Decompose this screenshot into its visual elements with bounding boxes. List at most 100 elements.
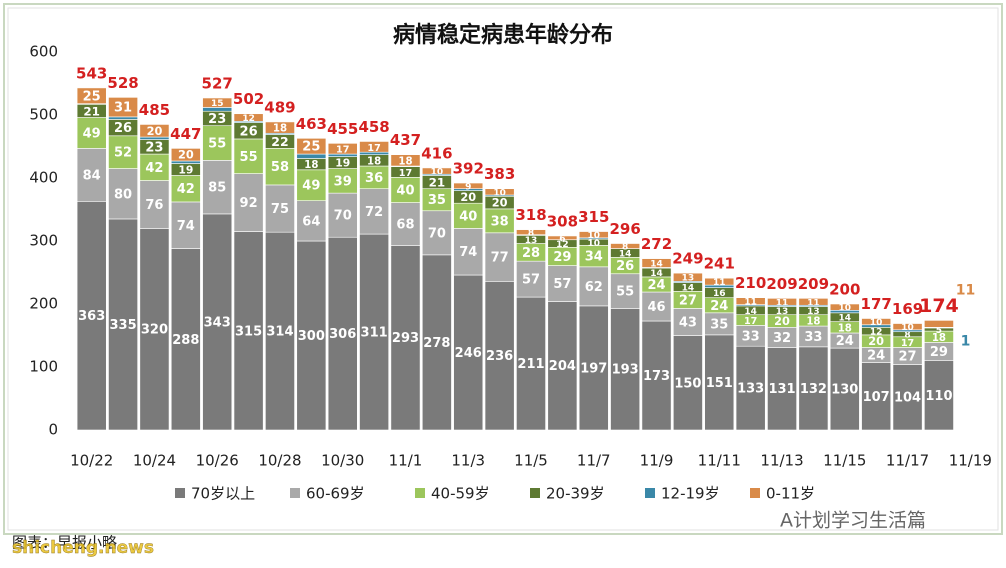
data-label: 150 bbox=[674, 376, 701, 391]
bar-segment bbox=[516, 296, 546, 431]
total-label: 296 bbox=[609, 220, 640, 238]
total-label: 249 bbox=[672, 250, 703, 268]
data-label: 11 bbox=[713, 278, 726, 288]
data-label: 55 bbox=[208, 137, 226, 152]
total-label: 209 bbox=[798, 275, 829, 293]
bar-segment bbox=[453, 274, 484, 431]
data-label: 13 bbox=[807, 307, 820, 317]
data-label: 10 bbox=[839, 304, 852, 314]
total-label: 458 bbox=[358, 118, 389, 136]
x-tick-label: 11/15 bbox=[823, 452, 866, 470]
legend-swatch bbox=[175, 488, 185, 498]
watermark: shicheng.news bbox=[12, 538, 154, 558]
data-label: 21 bbox=[429, 176, 446, 190]
data-label: 343 bbox=[204, 315, 231, 330]
data-label: 77 bbox=[491, 251, 509, 266]
x-tick-label: 10/28 bbox=[258, 452, 301, 470]
data-label: 5 bbox=[936, 326, 942, 336]
bar-segment bbox=[76, 117, 107, 149]
data-label: 23 bbox=[208, 112, 226, 127]
bar-segment bbox=[233, 138, 264, 174]
data-label: 18 bbox=[273, 124, 287, 135]
data-label: 320 bbox=[141, 323, 168, 338]
data-label: 85 bbox=[208, 181, 226, 196]
data-label: 74 bbox=[459, 245, 477, 260]
bar-segment bbox=[641, 258, 672, 268]
bar-segment bbox=[673, 308, 703, 336]
data-label: 133 bbox=[737, 382, 764, 397]
data-label: 20 bbox=[774, 314, 790, 328]
data-label: 40 bbox=[396, 183, 414, 198]
x-tick-label: 10/24 bbox=[133, 452, 176, 470]
bar-segment bbox=[359, 233, 389, 431]
data-label: 14 bbox=[650, 269, 663, 279]
legend-label: 12-19岁 bbox=[661, 485, 720, 503]
data-label: 24 bbox=[710, 299, 728, 314]
x-tick-label: 11/5 bbox=[514, 452, 548, 470]
y-tick-label: 100 bbox=[29, 358, 58, 376]
bar-segment bbox=[578, 305, 609, 431]
bar-segment bbox=[547, 301, 578, 431]
data-label: 70 bbox=[428, 226, 446, 241]
data-label: 22 bbox=[271, 134, 288, 149]
bar-segment bbox=[516, 260, 546, 298]
total-label: 416 bbox=[421, 144, 452, 162]
y-tick-label: 400 bbox=[29, 169, 58, 187]
bar-segment bbox=[108, 218, 138, 431]
bar-segment bbox=[233, 231, 264, 431]
data-label: 10 bbox=[493, 188, 506, 198]
data-label: 31 bbox=[114, 101, 132, 116]
bar-segment bbox=[108, 97, 138, 118]
data-label: 9 bbox=[465, 182, 471, 192]
total-label: 485 bbox=[139, 101, 170, 119]
data-label: 75 bbox=[271, 202, 289, 217]
data-label: 10 bbox=[587, 239, 600, 249]
bar-segment bbox=[892, 323, 923, 331]
data-label: 110 bbox=[925, 389, 952, 404]
data-label: 107 bbox=[863, 390, 890, 405]
data-label: 55 bbox=[616, 285, 634, 300]
bar-segment bbox=[798, 346, 829, 431]
data-label: 17 bbox=[336, 145, 349, 156]
data-label: 42 bbox=[145, 161, 163, 176]
data-label: 300 bbox=[298, 329, 325, 344]
legend-swatch bbox=[645, 488, 655, 498]
bar-segment bbox=[704, 277, 735, 286]
data-label: 236 bbox=[486, 349, 513, 364]
legend-swatch bbox=[750, 488, 760, 498]
total-label: 543 bbox=[76, 64, 107, 82]
data-label: 11 bbox=[807, 298, 820, 308]
x-tick-label: 11/1 bbox=[389, 452, 423, 470]
data-label: 18 bbox=[304, 160, 318, 171]
data-label: 46 bbox=[647, 300, 665, 315]
bar-segment bbox=[516, 229, 546, 236]
data-label: 17 bbox=[399, 168, 412, 179]
data-label: 35 bbox=[428, 193, 446, 208]
data-label: 311 bbox=[361, 326, 388, 341]
bar-segment bbox=[484, 232, 515, 282]
bar-segment bbox=[610, 273, 641, 309]
bar-segment bbox=[673, 335, 703, 431]
bar-segment bbox=[735, 297, 766, 305]
data-label: 24 bbox=[867, 349, 885, 364]
data-label: 57 bbox=[553, 277, 571, 292]
bar-segment bbox=[578, 231, 609, 239]
data-label: 18 bbox=[367, 156, 381, 167]
bar-segment bbox=[202, 97, 233, 108]
data-label: 132 bbox=[800, 382, 827, 397]
x-tick-label: 11/7 bbox=[577, 452, 611, 470]
bar-segment bbox=[641, 320, 672, 431]
data-label: 288 bbox=[172, 333, 199, 348]
data-label: 15 bbox=[211, 99, 224, 109]
data-label: 28 bbox=[522, 246, 540, 261]
data-label: 18 bbox=[932, 333, 946, 344]
total-label: 463 bbox=[296, 115, 327, 133]
data-label: 76 bbox=[145, 198, 163, 213]
data-label: 25 bbox=[302, 140, 320, 155]
data-label: 29 bbox=[930, 345, 948, 360]
bar-segment bbox=[453, 182, 484, 190]
bar-segment bbox=[484, 281, 515, 431]
data-label: 72 bbox=[365, 205, 383, 220]
